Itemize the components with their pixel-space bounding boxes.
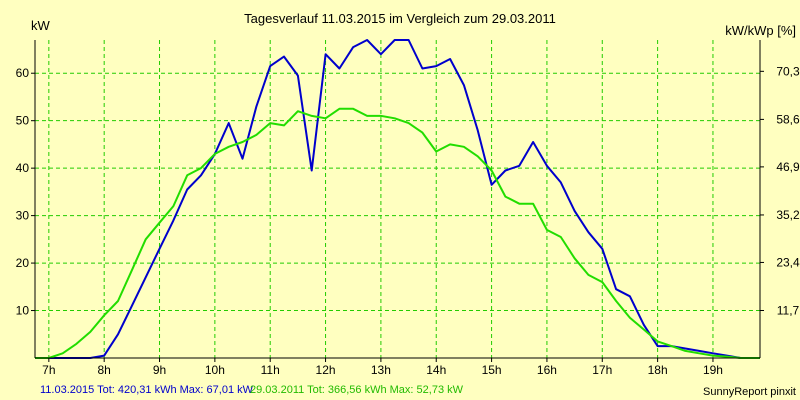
y-tick-label-left: 30 (16, 209, 30, 223)
x-tick-label: 15h (482, 363, 502, 377)
x-tick-label: 12h (316, 363, 336, 377)
y-axis-label-left: kW (31, 18, 51, 33)
x-tick-label: 10h (205, 363, 225, 377)
x-tick-label: 13h (371, 363, 391, 377)
chart-title: Tagesverlauf 11.03.2015 im Vergleich zum… (244, 11, 556, 26)
axes (31, 40, 764, 362)
y-tick-label-right: 70,3 (776, 64, 800, 78)
x-tick-label: 7h (42, 363, 55, 377)
x-tick-label: 17h (592, 363, 612, 377)
x-tick-label: 16h (537, 363, 557, 377)
x-tick-label: 8h (97, 363, 110, 377)
x-tick-label: 14h (426, 363, 446, 377)
y-tick-label-right: 11,7 (777, 304, 800, 318)
x-tick-label: 9h (153, 363, 166, 377)
tick-labels: 7h 8h 9h 10h 11h 12h 13h 14h 15h 16h 17h 18h 19h 10 20… (16, 64, 800, 377)
y-tick-label-right: 46,9 (776, 160, 800, 174)
legend-summary-2011: 29.03.2011 Tot: 366,56 kWh Max: 52,73 kW (250, 384, 464, 396)
y-axis-label-right: kW/kWp [%] (725, 23, 796, 38)
plot-area (35, 40, 760, 358)
legend-summary-2015: 11.03.2015 Tot: 420,31 kWh Max: 67,01 kW (40, 384, 254, 396)
plot-background (35, 40, 760, 358)
y-tick-label-left: 60 (16, 66, 30, 80)
x-tick-label: 18h (648, 363, 668, 377)
series-line-2011 (35, 107, 760, 359)
y-tick-label-left: 50 (16, 114, 30, 128)
y-tick-label-left: 20 (16, 256, 30, 270)
y-tick-label-left: 10 (16, 304, 30, 318)
y-tick-label-left: 40 (16, 161, 30, 175)
credit-text: SunnyReport pinxit (703, 386, 796, 398)
y-tick-label-right: 58,6 (776, 112, 800, 126)
x-tick-label: 19h (703, 363, 723, 377)
y-tick-label-right: 23,4 (776, 255, 800, 269)
series-layer (35, 39, 760, 359)
y-tick-label-right: 35,2 (776, 208, 800, 222)
series-line-2015 (35, 39, 760, 359)
grid (35, 40, 760, 358)
x-tick-label: 11h (261, 363, 280, 377)
